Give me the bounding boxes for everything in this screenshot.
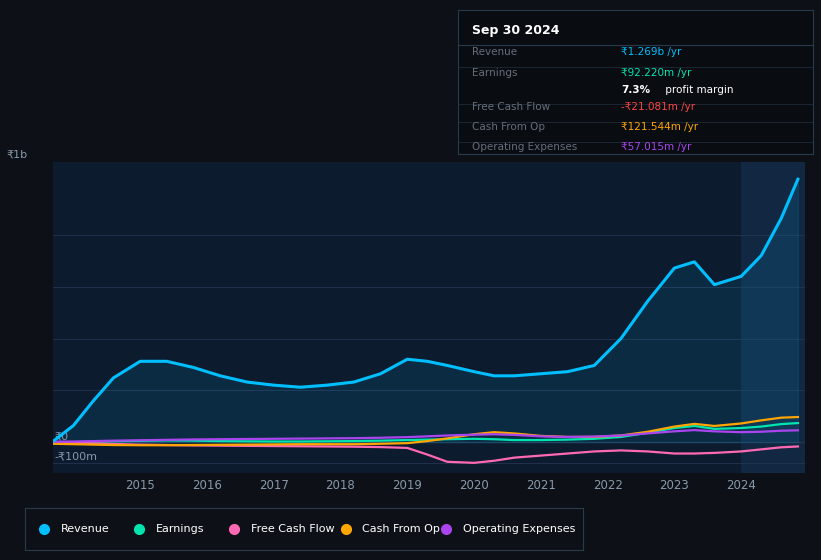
Text: -₹21.081m /yr: -₹21.081m /yr: [621, 102, 695, 112]
Text: Revenue: Revenue: [472, 48, 517, 58]
Text: ₹1b: ₹1b: [7, 150, 28, 160]
Text: Cash From Op: Cash From Op: [362, 524, 440, 534]
Text: -₹100m: -₹100m: [55, 452, 98, 462]
Text: Sep 30 2024: Sep 30 2024: [472, 25, 560, 38]
Text: ₹0: ₹0: [55, 431, 69, 441]
Text: Earnings: Earnings: [156, 524, 204, 534]
Text: profit margin: profit margin: [662, 85, 733, 95]
Text: ₹1.269b /yr: ₹1.269b /yr: [621, 48, 681, 58]
Text: ₹57.015m /yr: ₹57.015m /yr: [621, 142, 691, 152]
Text: Earnings: Earnings: [472, 68, 518, 78]
Text: Free Cash Flow: Free Cash Flow: [472, 102, 550, 112]
Text: Free Cash Flow: Free Cash Flow: [250, 524, 334, 534]
Text: Operating Expenses: Operating Expenses: [463, 524, 576, 534]
Bar: [741, 162, 805, 473]
Text: 7.3%: 7.3%: [621, 85, 650, 95]
Text: ₹121.544m /yr: ₹121.544m /yr: [621, 122, 699, 132]
Text: Operating Expenses: Operating Expenses: [472, 142, 577, 152]
Text: Cash From Op: Cash From Op: [472, 122, 545, 132]
Text: ₹92.220m /yr: ₹92.220m /yr: [621, 68, 691, 78]
Text: Revenue: Revenue: [61, 524, 110, 534]
